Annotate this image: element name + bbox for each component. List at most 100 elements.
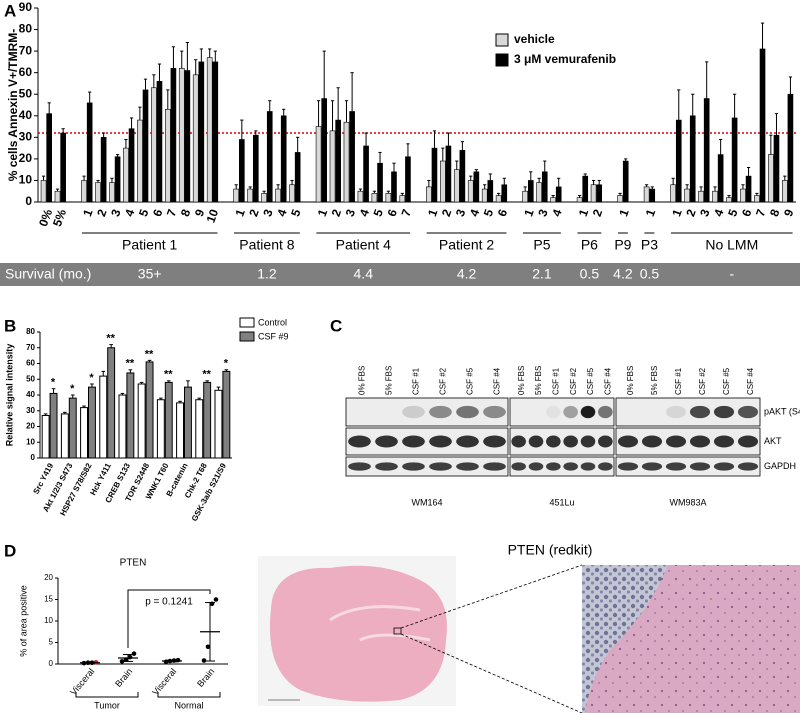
- lane-label: 5% FBS: [534, 366, 543, 395]
- x-tick-label: 6: [385, 207, 401, 218]
- blot-band: [429, 435, 452, 448]
- survival-value: -: [729, 266, 734, 282]
- bar: [357, 190, 364, 203]
- significance: *: [89, 372, 94, 384]
- bar: [622, 160, 629, 203]
- bar: [773, 134, 780, 203]
- x-tick-label: 5: [481, 207, 497, 218]
- group-label: Tumor: [94, 700, 120, 710]
- lane-label: CSF #5: [722, 367, 731, 395]
- bar: [315, 126, 322, 203]
- x-tick-label: 1: [643, 207, 659, 218]
- bar: [453, 169, 460, 203]
- x-tick-label: 6: [495, 207, 511, 218]
- bar: [349, 111, 355, 203]
- x-tick-label: Visceral: [150, 666, 178, 697]
- blot-band: [713, 405, 735, 419]
- bar: [550, 197, 556, 203]
- bar: [329, 130, 336, 203]
- legend-swatch: [239, 317, 255, 328]
- blot-band: [546, 435, 561, 448]
- survival-value: 0.5: [640, 266, 660, 282]
- legend-swatch: [495, 53, 509, 67]
- group-bracket: [157, 692, 221, 698]
- blot-strip: [615, 456, 761, 477]
- y-tick-label: 10: [44, 616, 53, 625]
- x-tick-label: 1: [521, 207, 537, 218]
- y-tick-label: 10: [26, 437, 35, 446]
- significance: **: [145, 348, 154, 360]
- group-label: P5: [533, 237, 550, 253]
- x-tick-label: 2: [683, 207, 699, 218]
- x-tick-label: 0%: [36, 207, 55, 228]
- blot-band: [580, 462, 596, 471]
- bar: [343, 121, 350, 203]
- blot-band: [737, 462, 759, 471]
- bar: [114, 156, 121, 203]
- blot-band: [689, 405, 711, 419]
- bar: [670, 184, 676, 203]
- bar: [80, 407, 88, 459]
- blot-strip: [509, 427, 615, 456]
- x-tick-label: 5: [288, 207, 304, 218]
- survival-value: 35+: [138, 266, 162, 282]
- survival-value: 2.1: [532, 266, 552, 282]
- bar: [294, 152, 301, 203]
- x-tick-label: 4: [711, 207, 727, 218]
- blot-strip: [345, 456, 509, 477]
- bar: [459, 149, 466, 203]
- lane-label: CSF #5: [466, 367, 475, 395]
- lane-label: 0% FBS: [517, 366, 526, 395]
- blot-band: [483, 435, 506, 448]
- bar: [145, 361, 154, 459]
- bar: [717, 154, 724, 203]
- bar: [178, 68, 185, 203]
- bar: [712, 190, 718, 203]
- blot-band: [511, 435, 526, 448]
- blot-band: [456, 435, 479, 448]
- bar: [643, 186, 650, 203]
- significance: *: [224, 358, 229, 370]
- bar: [164, 381, 173, 459]
- blot-band: [528, 462, 544, 471]
- bar: [49, 392, 58, 459]
- bar: [555, 186, 562, 203]
- bar: [81, 180, 87, 203]
- bar: [289, 184, 295, 203]
- blot-band: [665, 435, 687, 448]
- data-point: [213, 597, 219, 602]
- bar: [522, 190, 528, 203]
- blot-band: [617, 435, 639, 448]
- blot-strip: [615, 427, 761, 456]
- y-tick-label: 10: [19, 173, 33, 187]
- lane-label: CSF #4: [603, 367, 612, 395]
- bar: [41, 414, 50, 459]
- bar: [377, 162, 383, 203]
- bar: [385, 193, 392, 203]
- blot-band: [563, 435, 578, 448]
- blot-band: [546, 405, 561, 419]
- significance-bracket: [127, 589, 211, 648]
- bar: [137, 383, 146, 459]
- panel-letter: D: [4, 541, 16, 560]
- y-tick-label: 40: [19, 108, 33, 122]
- bar: [203, 381, 212, 459]
- y-tick-label: 0: [31, 453, 36, 462]
- y-tick-label: 20: [44, 573, 53, 582]
- lane-label: 0% FBS: [358, 366, 367, 395]
- group-label: Normal: [174, 700, 203, 710]
- survival-value: 4.4: [354, 266, 374, 282]
- bar: [239, 139, 245, 203]
- histology-zoom: [400, 564, 800, 713]
- lane-label: CSF #2: [698, 367, 707, 395]
- y-tick-label: 50: [19, 86, 33, 100]
- bar: [176, 402, 184, 459]
- x-tick-label: 1: [80, 207, 96, 218]
- group-label: Patient 2: [439, 237, 494, 253]
- blot-band: [402, 435, 425, 448]
- group-label: P3: [641, 237, 658, 253]
- group-label: P9: [614, 237, 631, 253]
- chart-title: PTEN: [120, 558, 147, 569]
- y-tick-label: 0: [49, 659, 54, 668]
- bar: [731, 117, 738, 203]
